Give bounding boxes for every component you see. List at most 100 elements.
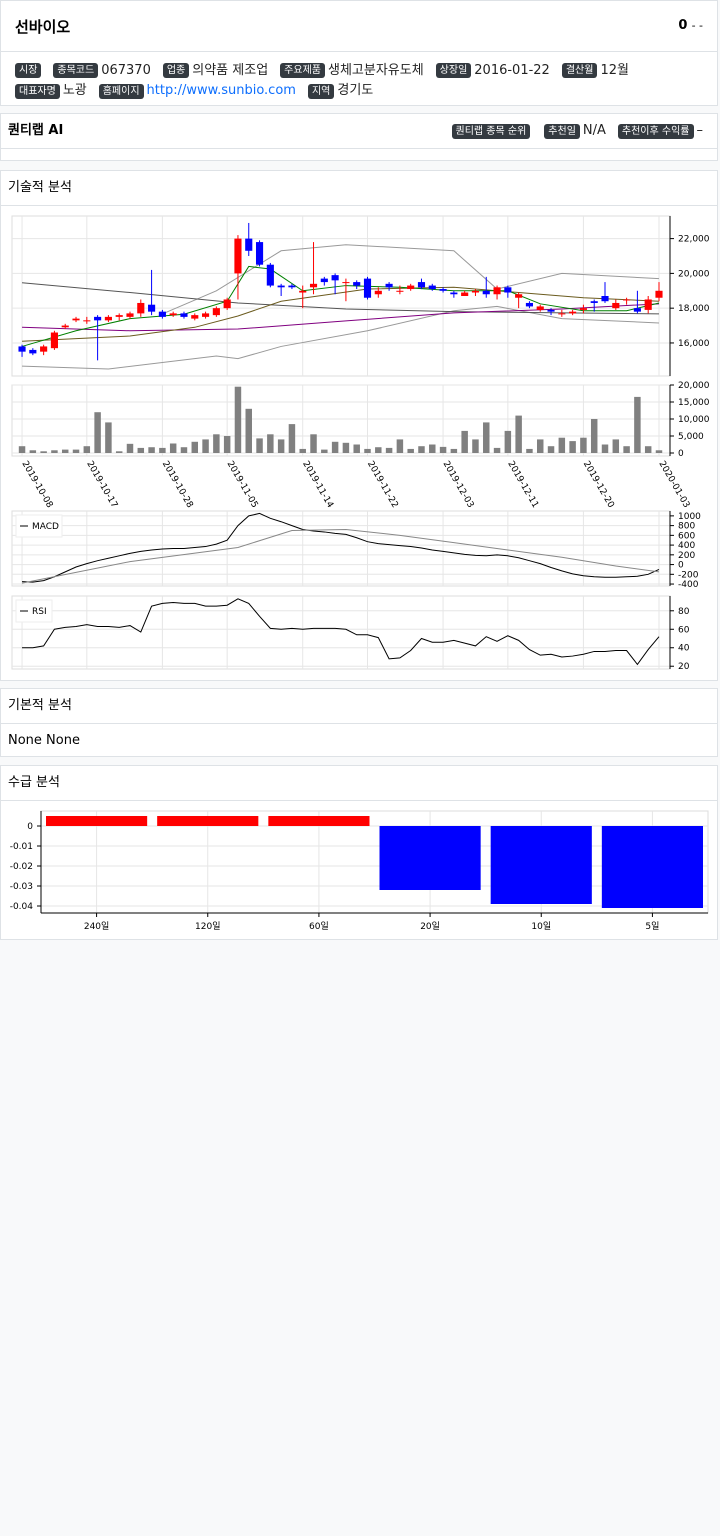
volume-bar: [202, 439, 209, 454]
fundamental-panel: 기본적 분석 None None: [0, 688, 718, 757]
info-label: 결산월: [561, 63, 598, 78]
bar: [268, 816, 370, 826]
candle-body: [169, 313, 177, 316]
y-tick-label: 20: [678, 662, 690, 672]
candle-body: [536, 306, 544, 310]
y-tick-label: 40: [678, 644, 690, 654]
legend-label: MACD: [32, 522, 59, 532]
legend-box: [15, 514, 63, 538]
info-label: 종목코드: [53, 63, 99, 78]
volume-bar: [234, 386, 242, 454]
candle-body: [331, 275, 339, 281]
volume-bar: [396, 439, 404, 454]
y-tick-label: 0: [678, 561, 684, 571]
volume-bar: [115, 451, 123, 454]
candle-body: [363, 278, 372, 298]
volume-bar: [580, 437, 587, 454]
volume-bar: [515, 415, 522, 454]
change: - -: [691, 19, 703, 32]
y-tick-label: 18,000: [678, 304, 710, 314]
y-tick-label: 20,000: [678, 269, 710, 279]
info-label: 시장: [15, 63, 42, 78]
y-tick-label: -400: [678, 580, 699, 590]
x-tick-label: 10일: [531, 921, 551, 932]
volume-bar: [40, 451, 47, 454]
candle-body: [255, 242, 264, 265]
candle-body: [320, 278, 328, 283]
volume-bar: [590, 419, 598, 454]
fundamental-text: None None: [8, 733, 80, 748]
candle-body: [342, 282, 350, 284]
volume-bar: [277, 439, 285, 454]
volume-bar: [18, 446, 26, 454]
volume-bar: [310, 434, 317, 454]
candle-body: [61, 325, 69, 328]
legend-box: [15, 599, 53, 623]
x-tick-label: 60일: [309, 921, 329, 932]
volume-bar: [429, 444, 436, 454]
info-label: 업종: [162, 63, 190, 78]
volume-bar: [483, 422, 490, 454]
candle-body: [83, 320, 91, 322]
volume-bar: [375, 447, 382, 454]
macd-line: [21, 529, 660, 584]
info-value: http://www.sunbio.com: [146, 83, 296, 98]
y-tick-label: 800: [678, 522, 695, 532]
x-tick-label: 2019-12-03: [440, 460, 475, 510]
price-box: 0 - -: [678, 18, 703, 33]
candle-body: [590, 301, 598, 303]
quantilab-items: 퀀티랩 종목 순위 추천일 N/A 추천이후 수익률 –: [451, 114, 715, 149]
bar: [46, 816, 148, 826]
volume-bar: [267, 434, 274, 454]
info-list: 시장 종목코드 067370 업종 의약품 제조업 주요제품 생체고분자유도체 상장일 2016…: [1, 52, 717, 101]
y-tick-label: 22,000: [678, 235, 710, 245]
y-tick-label: -0.02: [10, 862, 33, 872]
y-tick-label: 15,000: [678, 398, 710, 408]
volume-bar: [245, 408, 252, 454]
candle-body: [417, 282, 426, 288]
volume-bar: [191, 441, 199, 454]
volume-bar: [407, 448, 414, 454]
candle-body: [212, 308, 220, 316]
info-value: 2016-01-22: [474, 62, 550, 78]
x-tick-label: 120일: [195, 921, 220, 932]
info-value: 생체고분자유도체: [327, 62, 424, 78]
candle-body: [461, 292, 469, 296]
quantilab-label: 퀀티랩 종목 순위: [451, 123, 531, 139]
supply-chart: 0 -0.01 -0.02 -0.03 -0.04 240일 120일 60일 20일 10일 5일: [10, 810, 709, 932]
info-label: 홈페이지: [98, 83, 144, 99]
x-tick-label: 2020-01-03: [656, 460, 691, 510]
candle-body: [158, 311, 166, 317]
volume-bar: [612, 439, 620, 454]
candle-body: [234, 238, 242, 274]
quantilab-panel: 퀀티랩 AI 퀀티랩 종목 순위 추천일 N/A 추천이후 수익률 –: [0, 113, 718, 161]
x-tick-label: 2019-12-20: [581, 460, 616, 511]
candle-body: [601, 296, 609, 302]
candle-body: [633, 308, 641, 312]
candle-body: [504, 287, 512, 293]
stock-name: 선바이오: [15, 18, 71, 36]
volume-bar: [213, 434, 220, 454]
candle-body: [180, 313, 188, 317]
candle-body: [115, 315, 123, 317]
candle-body: [126, 313, 134, 317]
y-tick-label: -200: [678, 570, 699, 580]
volume-bar: [601, 444, 609, 454]
volume-bar: [439, 446, 447, 454]
candle-body: [623, 299, 631, 301]
supply-header: 수급 분석: [1, 766, 717, 801]
volume-bar: [547, 446, 555, 454]
price-overlay-line: [21, 265, 660, 347]
rsi-line: [22, 598, 660, 666]
x-tick-label: 2019-10-17: [84, 460, 119, 510]
info-value: 노광: [62, 83, 87, 98]
volume-bar: [29, 450, 37, 454]
y-tick-label: 200: [678, 551, 695, 561]
candle-body: [104, 316, 112, 321]
volume-bar: [504, 430, 512, 454]
y-tick-label: 0: [678, 449, 684, 459]
candle-body: [309, 283, 318, 288]
y-tick-label: -0.01: [10, 842, 33, 852]
macd-line: [22, 512, 660, 583]
x-tick-label: 2019-11-05: [225, 460, 260, 510]
